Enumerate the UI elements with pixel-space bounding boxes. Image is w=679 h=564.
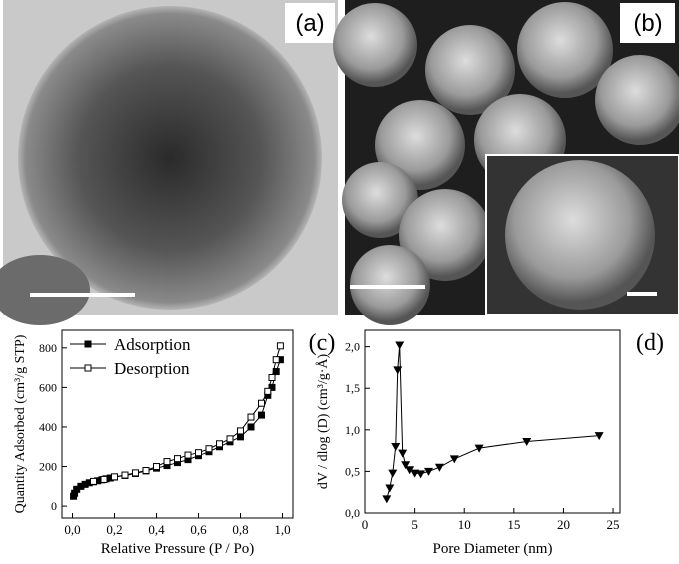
marker [391, 442, 401, 451]
legend-label: Adsorption [114, 335, 191, 354]
x-tick-label: 20 [557, 517, 570, 532]
marker [153, 463, 160, 471]
y-tick-label: 1,5 [345, 381, 360, 395]
y-tick-label: 800 [39, 341, 57, 355]
marker [382, 495, 392, 504]
x-tick-label: 0,8 [232, 522, 248, 537]
marker [247, 413, 255, 421]
marker [393, 366, 403, 375]
marker [237, 433, 244, 441]
marker [111, 473, 118, 481]
y-tick-label: 0,5 [345, 464, 360, 478]
x-axis-label: Pore Diameter (nm) [433, 541, 553, 557]
marker [395, 341, 405, 350]
y-tick-label: 600 [39, 380, 57, 394]
sem-image: (b) [333, 0, 679, 325]
y-tick-label: 2,0 [345, 340, 360, 354]
x-tick-label: 0,0 [64, 522, 80, 537]
marker [594, 432, 604, 441]
y-tick-label: 200 [39, 460, 57, 474]
panel-label: (a) [295, 10, 324, 37]
marker [121, 471, 129, 479]
y-axis-label: Quantity Adsorbed (cm³/g STP) [13, 334, 28, 513]
marker [385, 484, 395, 493]
legend-marker [84, 364, 92, 372]
marker [142, 467, 150, 475]
marker [401, 461, 411, 470]
marker [216, 440, 223, 448]
x-tick-label: 0,4 [148, 522, 165, 537]
marker [424, 467, 434, 476]
marker [100, 475, 108, 483]
chart: 0,0 0,2 0,4 0,6 0,8 1,0 0 200 400 600 800 Relative … [13, 329, 336, 557]
y-axis-label: dV / dlog (D) (cm³/g·Å) [315, 353, 331, 489]
marker [205, 445, 213, 453]
marker [522, 437, 532, 446]
x-tick-label: 0,2 [106, 522, 122, 537]
x-axis-label: Relative Pressure (P / Po) [101, 541, 255, 557]
marker [258, 399, 265, 407]
series-line [386, 344, 600, 499]
plot-frame [364, 329, 621, 514]
y-tick-label: 400 [39, 420, 57, 434]
marker [90, 477, 97, 485]
x-tick-label: 10 [458, 517, 471, 532]
tem-image: (a) [0, 0, 338, 325]
marker [264, 387, 272, 395]
annotation: (d) [636, 330, 664, 356]
marker [226, 435, 234, 443]
y-tick-label: 0 [51, 499, 57, 513]
x-tick-label: 5 [411, 517, 418, 532]
marker [237, 427, 244, 435]
y-tick-label: 0,0 [345, 506, 360, 520]
y-tick-label: 1,0 [345, 423, 360, 437]
marker [405, 466, 415, 475]
x-tick-label: 1,0 [274, 522, 290, 537]
plot-frame [61, 329, 294, 519]
chart: 0 5 10 15 20 25 0,0 0,5 1,0 1,5 2,0 Pore Diameter (… [315, 329, 664, 557]
marker [258, 411, 265, 419]
marker [276, 342, 284, 350]
marker [163, 458, 171, 466]
marker [474, 444, 484, 453]
x-tick-label: 25 [607, 517, 620, 532]
legend-label: Desorption [114, 359, 190, 378]
marker [449, 455, 459, 464]
marker [388, 469, 398, 478]
marker [398, 449, 408, 458]
marker [434, 463, 444, 472]
legend-marker [84, 340, 92, 348]
marker [247, 423, 255, 431]
x-tick-label: 15 [507, 517, 520, 532]
x-tick-label: 0 [362, 517, 369, 532]
marker [195, 449, 202, 457]
x-tick-label: 0,6 [190, 522, 207, 537]
marker [272, 356, 280, 364]
panel-label: (b) [633, 10, 662, 37]
marker [184, 451, 192, 459]
marker [174, 455, 181, 463]
marker [132, 469, 139, 477]
annotation: (c) [309, 330, 336, 356]
marker [416, 470, 426, 479]
marker [268, 373, 276, 381]
